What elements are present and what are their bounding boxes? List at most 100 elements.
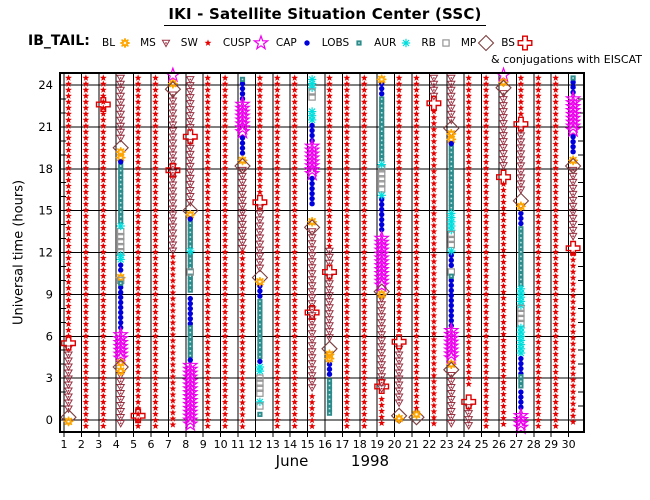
x-tick-label: 8 — [182, 438, 189, 451]
eiscat-note: & conjugations with EISCAT — [491, 53, 642, 66]
day-column — [60, 74, 77, 427]
day-column — [164, 66, 182, 428]
x-tick-label: 13 — [266, 438, 280, 451]
rb-region-symbol-icon — [442, 39, 450, 47]
day-column — [390, 74, 408, 425]
x-tick-label: 16 — [318, 438, 332, 451]
hour-minor-ticks — [60, 98, 584, 407]
legend-label: AUR — [374, 37, 397, 49]
x-tick-label: 27 — [509, 438, 523, 451]
legend-label: LOBS — [321, 37, 350, 49]
day-column — [461, 74, 477, 431]
x-tick-label: 18 — [353, 438, 367, 451]
legend-label: SW — [180, 37, 198, 49]
day-column — [204, 74, 212, 430]
legend-item-aur: AUR — [374, 34, 415, 52]
y-tick-labels: 0 3 6 9 12 15 18 21 24 — [38, 78, 53, 427]
day-column — [181, 76, 199, 432]
cap-region-symbol-icon — [304, 40, 310, 46]
y-tick-label: 6 — [46, 329, 53, 343]
legend-label: CUSP — [222, 37, 251, 49]
day-column — [130, 74, 146, 430]
x-tick-label: 11 — [231, 438, 245, 451]
ms-region-symbol-icon — [161, 39, 171, 48]
day-column — [291, 74, 299, 430]
y-tick-label: 3 — [46, 371, 53, 385]
x-tick-label: 20 — [388, 438, 402, 451]
x-tick-label: 7 — [165, 438, 172, 451]
day-column — [343, 74, 351, 430]
y-tick-label: 24 — [38, 78, 53, 92]
x-tick-label: 25 — [475, 438, 489, 451]
day-column — [495, 66, 512, 428]
day-column — [360, 74, 368, 430]
page-title: IKI - Satellite Situation Center (SSC) — [0, 5, 650, 26]
x-axis-month-label: June — [275, 452, 309, 470]
y-tick-label: 18 — [38, 162, 53, 176]
cusp-region-symbol-icon — [252, 34, 270, 51]
legend-label: CAP — [275, 37, 297, 49]
mp-region-symbol-icon — [477, 34, 495, 52]
legend-label: BS — [501, 37, 515, 49]
day-column — [221, 74, 229, 430]
x-tick-label: 9 — [200, 438, 207, 451]
day-column — [95, 74, 111, 430]
day-column — [82, 74, 90, 430]
y-tick-label: 9 — [46, 287, 53, 301]
x-tick-label: 6 — [148, 438, 155, 451]
legend-label: MP — [460, 37, 477, 49]
x-tick-label: 14 — [283, 438, 297, 451]
day-column — [552, 74, 560, 430]
legend-item-rb: RB — [421, 34, 455, 52]
day-column — [426, 74, 442, 427]
legend-item-cap: CAP — [276, 34, 316, 52]
x-tick-label: 2 — [78, 438, 85, 451]
legend-item-lobs: LOBS — [322, 34, 368, 52]
bs-region-symbol-icon — [517, 35, 533, 51]
x-tick-label: 3 — [95, 438, 102, 451]
legend-item-sw: SW — [181, 34, 217, 52]
day-column — [482, 74, 490, 430]
legend-item-mp: MP — [461, 34, 495, 52]
day-column — [534, 74, 542, 430]
day-column — [234, 76, 251, 430]
day-column — [152, 74, 159, 430]
y-tick-label: 0 — [46, 413, 53, 427]
x-tick-label: 21 — [405, 438, 419, 451]
bl-region-symbol-icon — [120, 38, 130, 48]
legend-item-bs: BS — [501, 34, 534, 52]
grid-lines — [60, 73, 584, 432]
day-column — [273, 74, 281, 430]
x-tick-label: 10 — [214, 438, 228, 451]
x-tick-label: 4 — [113, 438, 120, 451]
day-column — [408, 74, 425, 426]
y-tick-label: 21 — [38, 120, 53, 134]
x-tick-label: 17 — [335, 438, 349, 451]
y-tick-label: 15 — [38, 204, 53, 218]
x-tick-label: 15 — [301, 438, 315, 451]
lobs-region-symbol-icon — [356, 40, 362, 46]
page-title-text: IKI - Satellite Situation Center (SSC) — [164, 5, 486, 26]
x-tick-label: 19 — [370, 438, 384, 451]
day-column — [512, 74, 530, 435]
x-axis-year-label: 1998 — [350, 452, 390, 470]
legend-label: RB — [421, 37, 436, 49]
x-tick-label: 30 — [562, 438, 576, 451]
x-tick-label: 23 — [440, 438, 454, 451]
x-tick-label: 1 — [61, 438, 68, 451]
satellite-group-label: IB_TAIL: — [28, 33, 90, 49]
x-tick-label: 26 — [492, 438, 506, 451]
day-column — [373, 74, 391, 427]
legend-label: MS — [140, 37, 156, 49]
region-legend: BL MS SW CUSP CAP LOBS AUR RB MP BS — [102, 34, 534, 52]
x-tick-label: 12 — [248, 438, 262, 451]
region-symbols — [60, 66, 582, 435]
day-column — [251, 74, 269, 417]
aur-region-symbol-icon — [402, 38, 411, 48]
legend-label: BL — [102, 37, 116, 49]
plot-frame — [59, 72, 585, 433]
x-tick-label: 22 — [422, 438, 436, 451]
x-tick-label: 24 — [457, 438, 471, 451]
